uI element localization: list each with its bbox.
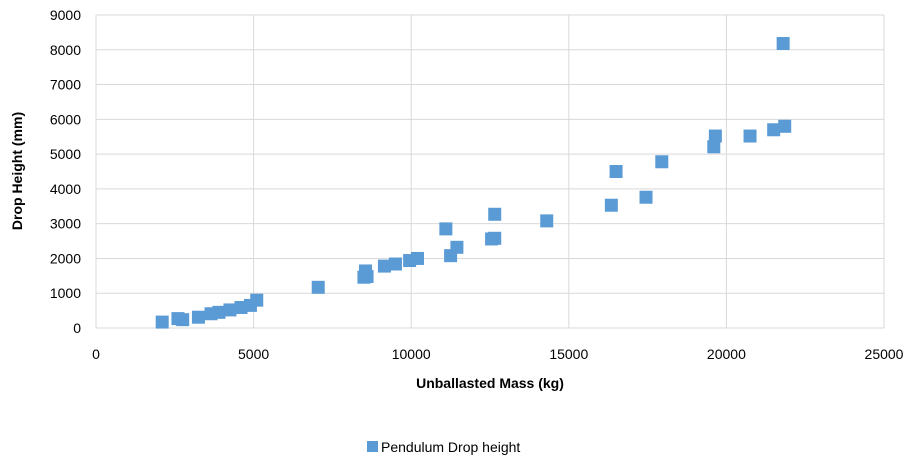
y-tick-label: 2000 bbox=[50, 250, 81, 266]
data-point bbox=[488, 207, 502, 221]
data-point bbox=[609, 165, 623, 178]
data-point bbox=[223, 303, 237, 317]
x-tick-labels: 0 5000 10000 15000 20000 25000 bbox=[92, 346, 904, 362]
data-point bbox=[776, 37, 790, 51]
data-point bbox=[604, 198, 618, 212]
data-point bbox=[540, 214, 554, 228]
x-tick-label: 25000 bbox=[865, 346, 904, 362]
data-point bbox=[707, 140, 721, 154]
legend-marker bbox=[367, 441, 378, 452]
x-axis-title: Unballasted Mass (kg) bbox=[416, 375, 564, 391]
data-points bbox=[155, 37, 792, 329]
data-point bbox=[767, 123, 781, 137]
data-point bbox=[639, 190, 653, 204]
data-point bbox=[743, 129, 757, 143]
data-point bbox=[191, 310, 205, 324]
y-axis-title: Drop Height (mm) bbox=[9, 112, 25, 230]
y-tick-label: 4000 bbox=[50, 181, 81, 197]
x-tick-label: 20000 bbox=[707, 346, 746, 362]
legend-label: Pendulum Drop height bbox=[381, 439, 520, 455]
x-tick-label: 5000 bbox=[238, 346, 269, 362]
y-tick-label: 7000 bbox=[50, 77, 81, 93]
data-point bbox=[360, 270, 374, 284]
data-point bbox=[450, 240, 464, 254]
data-point bbox=[212, 305, 226, 319]
data-point bbox=[778, 119, 792, 133]
legend: Pendulum Drop height bbox=[367, 439, 520, 455]
data-point bbox=[311, 280, 325, 294]
y-tick-labels: 0 1000 2000 3000 4000 5000 6000 7000 8000 9000 bbox=[50, 7, 81, 336]
y-tick-label: 8000 bbox=[50, 42, 81, 58]
x-tick-label: 0 bbox=[92, 346, 100, 362]
data-point bbox=[488, 231, 502, 245]
y-tick-label: 3000 bbox=[50, 216, 81, 232]
y-tick-label: 1000 bbox=[50, 285, 81, 301]
data-point bbox=[411, 251, 425, 265]
data-point bbox=[655, 155, 669, 169]
data-point bbox=[708, 129, 722, 143]
axes bbox=[95, 15, 884, 329]
data-point bbox=[377, 259, 391, 273]
y-tick-label: 6000 bbox=[50, 111, 81, 127]
y-tick-label: 0 bbox=[73, 320, 81, 336]
y-tick-label: 5000 bbox=[50, 146, 81, 162]
data-point bbox=[155, 315, 169, 329]
data-point bbox=[439, 222, 453, 236]
data-point bbox=[250, 293, 264, 307]
gridlines bbox=[96, 14, 885, 328]
x-tick-label: 10000 bbox=[392, 346, 431, 362]
data-point bbox=[176, 313, 190, 327]
y-tick-label: 9000 bbox=[50, 7, 81, 23]
data-point bbox=[388, 257, 402, 271]
x-tick-label: 15000 bbox=[549, 346, 588, 362]
